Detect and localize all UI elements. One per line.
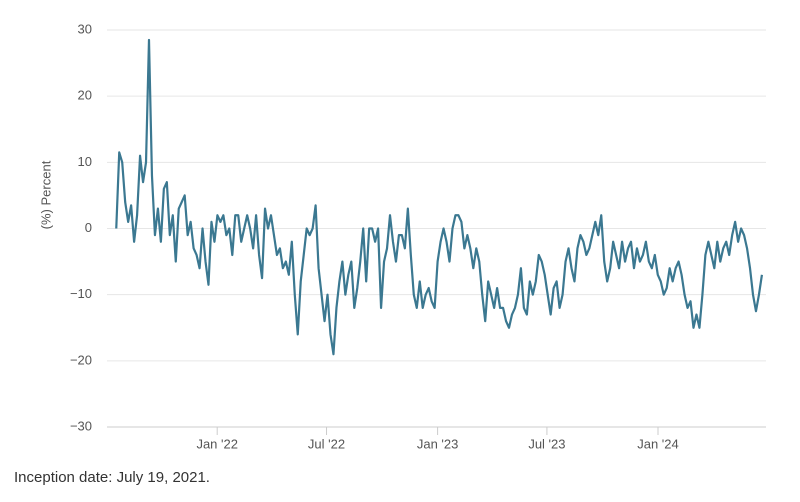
data-line — [115, 38, 764, 356]
y-tick-label: 30 — [78, 21, 92, 36]
x-tick-label: Jul '23 — [528, 436, 565, 451]
x-tick-label: Jul '22 — [308, 436, 345, 451]
x-tick-label: Jan '23 — [417, 436, 459, 451]
y-tick-label: −10 — [70, 286, 92, 301]
y-tick-label: −20 — [70, 352, 92, 367]
y-tick-label: 10 — [78, 154, 92, 169]
y-axis-title: (%) Percent — [38, 160, 53, 229]
y-tick-label: 0 — [85, 220, 92, 235]
footnote: Inception date: July 19, 2021. — [14, 469, 210, 486]
y-tick-label: −30 — [70, 418, 92, 433]
y-tick-label: 20 — [78, 88, 92, 103]
x-tick-label: Jan '24 — [637, 436, 679, 451]
x-tick-label: Jan '22 — [196, 436, 238, 451]
